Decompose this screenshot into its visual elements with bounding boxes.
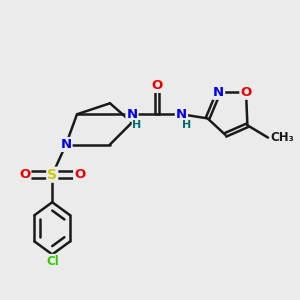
Text: O: O <box>151 79 162 92</box>
Text: S: S <box>47 168 57 182</box>
Text: N: N <box>213 86 224 99</box>
Text: O: O <box>240 86 252 99</box>
Text: N: N <box>126 108 137 121</box>
Text: Cl: Cl <box>46 255 58 268</box>
Text: N: N <box>176 108 187 121</box>
Text: H: H <box>182 120 191 130</box>
Text: O: O <box>74 168 85 181</box>
Text: CH₃: CH₃ <box>271 131 295 144</box>
Text: H: H <box>132 120 142 130</box>
Text: N: N <box>60 138 72 151</box>
Text: O: O <box>19 168 30 181</box>
